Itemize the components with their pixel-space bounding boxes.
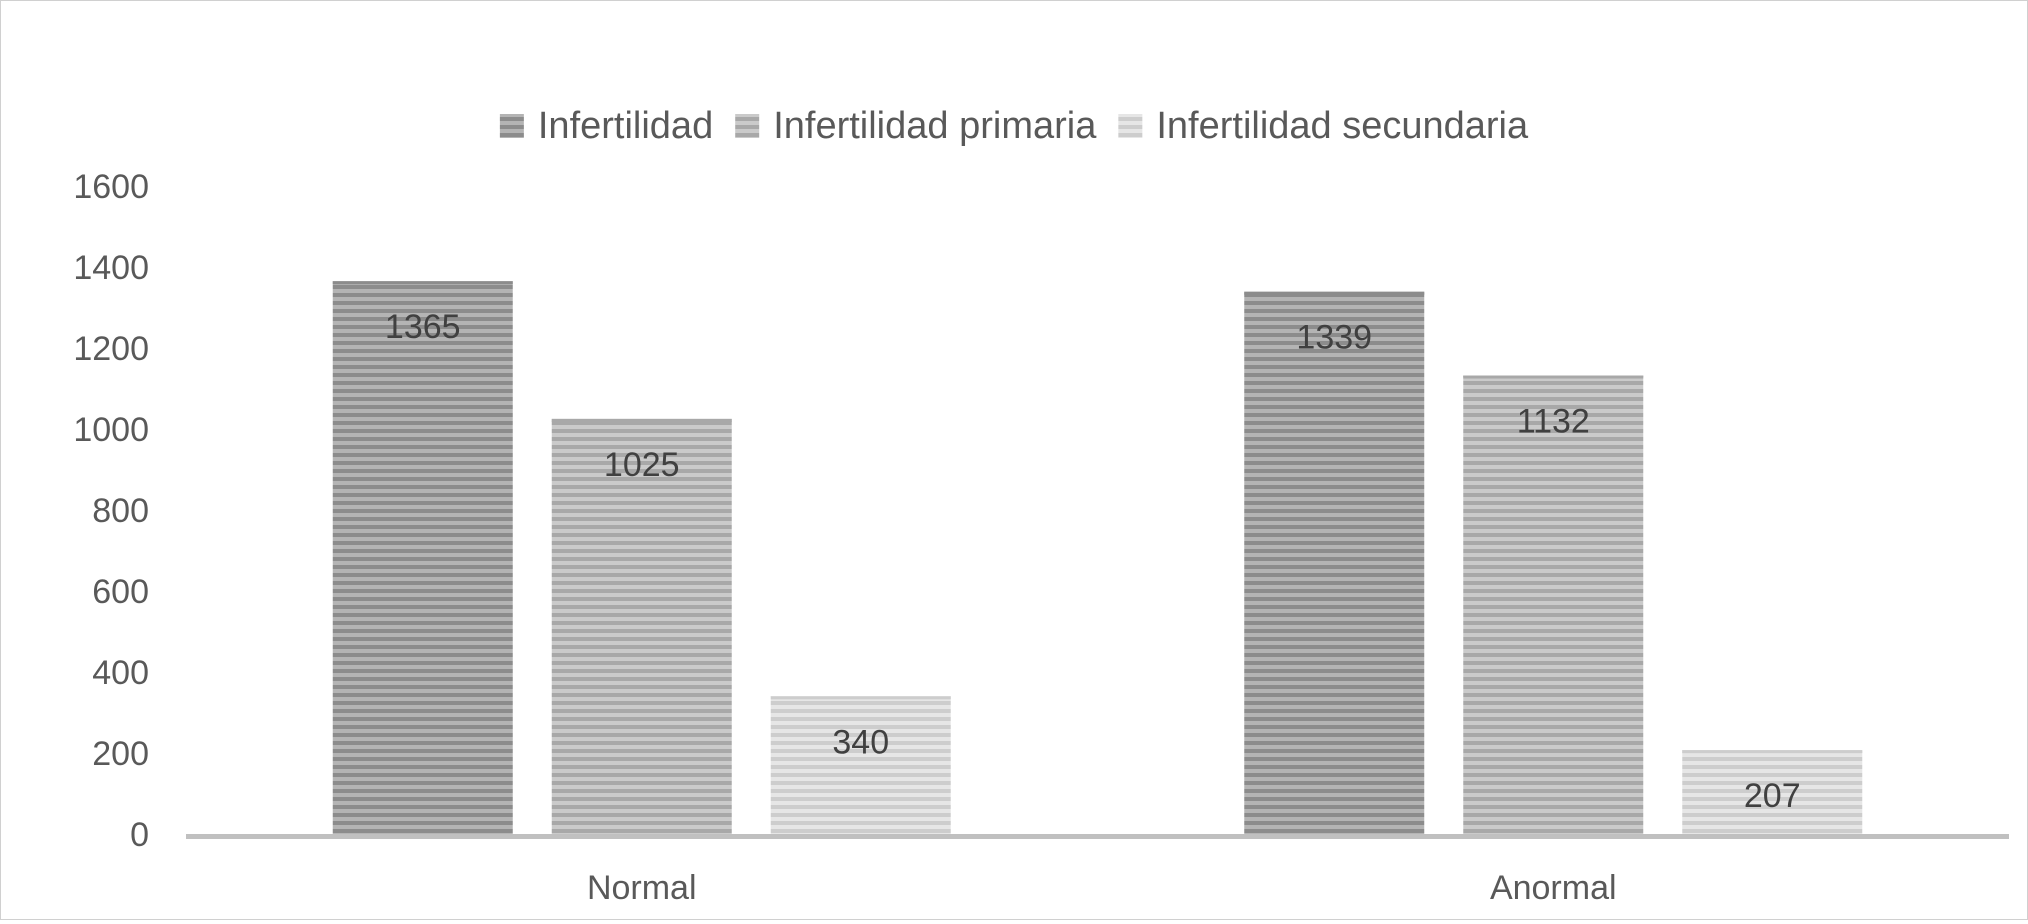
y-tick-label: 800 [92,492,149,530]
x-category-label: Anormal [1490,869,1617,907]
data-label: 1132 [1517,403,1590,441]
data-label: 207 [1744,777,1801,815]
data-label: 1339 [1296,319,1372,357]
data-label: 1025 [604,446,680,484]
y-tick-label: 600 [92,573,149,611]
legend: Infertilidad Infertilidad primaria Inferti… [499,105,1529,147]
y-tick-label: 1600 [73,168,149,206]
legend-label: Infertilidad primaria [773,105,1097,147]
bar-top-edge [1463,375,1644,379]
bar-top-edge [1682,750,1863,754]
y-tick-label: 200 [92,735,149,773]
bar-infertilidad-anormal [1244,291,1425,835]
legend-label: Infertilidad [538,105,713,147]
y-tick-label: 1400 [73,249,149,287]
legend-item-infertilidad-secundaria: Infertilidad secundaria [1118,105,1529,147]
y-tick-label: 400 [92,654,149,692]
legend-swatch [1118,114,1143,138]
bar-infertilidad-secundaria-normal [770,696,951,834]
y-axis: 0 200 400 600 800 1000 1200 1400 1600 [73,168,149,854]
bar-top-edge [332,281,513,285]
data-labels: 1365 1025 340 1339 1132 207 [385,308,1801,815]
bar-top-edge [1244,291,1425,295]
bar-infertilidad-secundaria-anormal [1682,750,1863,834]
legend-item-infertilidad-primaria: Infertilidad primaria [735,105,1097,147]
bars [332,281,1863,835]
data-label: 1365 [385,308,461,346]
bar-infertilidad-normal [332,281,513,834]
y-tick-label: 0 [130,816,149,854]
bar-top-edge [770,696,951,700]
y-tick-label: 1200 [73,330,149,368]
bar-infertilidad-primaria-anormal [1463,375,1644,834]
x-category-label: Normal [587,869,697,907]
y-tick-label: 1000 [73,411,149,449]
bar-top-edge [551,418,732,422]
legend-label: Infertilidad secundaria [1156,105,1529,147]
x-axis: Normal Anormal [186,834,2009,907]
x-axis-line [186,834,2009,839]
data-label: 340 [832,723,889,761]
legend-item-infertilidad: Infertilidad [499,105,713,147]
legend-swatch [499,114,524,138]
bar-infertilidad-primaria-normal [551,418,732,834]
legend-swatch [735,114,760,138]
